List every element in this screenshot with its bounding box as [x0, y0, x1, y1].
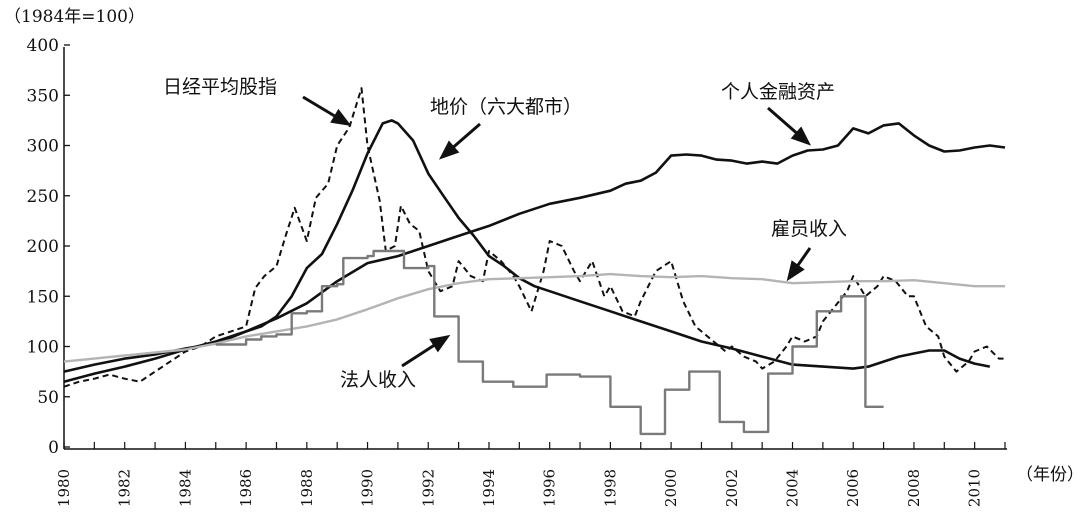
annotation-arrowhead: [438, 140, 460, 160]
y-tick-label: 300: [27, 137, 59, 157]
y-tick-label: 350: [27, 86, 59, 106]
x-tick-label: 1984: [176, 469, 194, 507]
x-tick-label: 1982: [116, 469, 134, 507]
series-group: [63, 87, 1006, 436]
x-tick-label: 2006: [844, 469, 862, 507]
x-tick-label: 1986: [237, 469, 255, 507]
series-line: [215, 249, 884, 436]
annotation-label: 雇员收入: [771, 218, 847, 240]
annotation-arrowhead: [790, 126, 812, 146]
series-line: [63, 119, 991, 373]
x-tick-label: 1996: [541, 469, 559, 507]
x-tick-label: 2002: [723, 469, 741, 507]
y-tick-label: 400: [27, 36, 59, 56]
x-unit-label: （年份）: [1016, 465, 1080, 485]
x-tick-label: 1992: [419, 469, 437, 507]
annotation-label: 法人收入: [340, 369, 416, 391]
annotation-arrowhead: [330, 108, 352, 127]
y-tick-label: 200: [27, 237, 59, 257]
x-tick-label: 1994: [480, 469, 498, 507]
y-tick-label: 100: [27, 338, 59, 358]
annotation-arrowhead: [429, 334, 451, 353]
annotation-arrowhead: [786, 260, 805, 282]
series-line: [63, 87, 1005, 388]
series-line: [63, 272, 1005, 363]
annotation-label: 个人金融资产: [721, 81, 835, 103]
x-tick-label: 2004: [784, 469, 802, 507]
x-tick-label: 2000: [662, 469, 680, 507]
y-unit-label: （1984年=100）: [4, 7, 145, 27]
y-tick-label: 150: [27, 287, 59, 307]
x-tick-label: 1998: [601, 469, 619, 507]
x-tick-label: 1990: [359, 469, 377, 507]
y-tick-label: 50: [37, 388, 59, 408]
x-tick-label: 1980: [55, 469, 73, 507]
annotation-label: 日经平均股指: [163, 76, 277, 98]
series-line: [63, 122, 1006, 383]
x-tick-label: 2008: [905, 469, 923, 507]
x-tick-label: 2010: [966, 469, 984, 507]
annotation-label: 地价（六大都市）: [430, 96, 582, 118]
x-ticks: 1980 1982 1984 1986 1988 1990 1992 1994 1996 1998…: [55, 442, 1006, 507]
x-tick-label: 1988: [298, 469, 316, 507]
y-ticks: 0 50 100 150 200 250 300 350 400: [27, 36, 70, 458]
y-tick-label: 0: [48, 438, 59, 458]
y-tick-label: 250: [27, 187, 59, 207]
